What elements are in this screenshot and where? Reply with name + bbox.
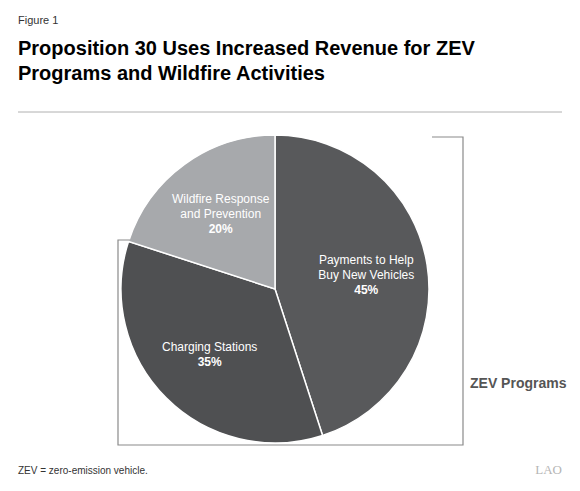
slice-category-label: Wildfire Responseand Prevention — [172, 192, 270, 221]
footnote: ZEV = zero-emission vehicle. — [18, 465, 148, 476]
chart: Figure 1 Proposition 30 Uses Increased Re… — [0, 0, 580, 491]
slice-value-label: 45% — [354, 283, 378, 297]
slice-value-label: 20% — [209, 222, 233, 236]
slice-labels: Payments to HelpBuy New Vehicles45% Charg… — [162, 192, 414, 369]
slice-category-label: Payments to HelpBuy New Vehicles — [318, 253, 414, 282]
pie-slice — [129, 135, 275, 289]
slice-category-label: Charging Stations — [162, 340, 257, 354]
logo: LAO — [535, 462, 562, 477]
title: Proposition 30 Uses Increased Revenue fo… — [18, 37, 475, 84]
title-rule — [18, 112, 562, 113]
group-bracket — [118, 137, 463, 445]
figure-label: Figure 1 — [18, 14, 58, 26]
group-label: ZEV Programs — [470, 375, 567, 391]
pie — [121, 135, 429, 443]
slice-value-label: 35% — [198, 355, 222, 369]
